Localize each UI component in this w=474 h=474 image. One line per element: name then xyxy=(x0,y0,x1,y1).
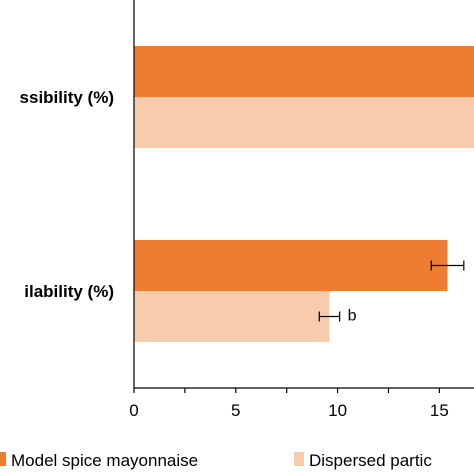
legend-swatch-1 xyxy=(294,452,304,466)
category-labels: ssibility (%) ilability (%) xyxy=(20,88,114,301)
bar-0-0 xyxy=(134,46,474,97)
x-tick-label-2: 10 xyxy=(328,401,347,420)
x-axis: 0 5 10 15 xyxy=(129,0,474,420)
category-label-1: ilability (%) xyxy=(24,282,114,301)
legend-label-0: Model spice mayonnaise xyxy=(11,451,198,470)
x-tick-label-1: 5 xyxy=(231,401,240,420)
error-bar-1-1 xyxy=(318,311,341,322)
data-label-1-1: b xyxy=(348,308,357,325)
category-label-0: ssibility (%) xyxy=(20,88,114,107)
legend-label-1: Dispersed partic xyxy=(309,451,432,470)
error-bar-1-0 xyxy=(430,260,465,271)
legend: Model spice mayonnaise Dispersed partic xyxy=(0,451,432,470)
legend-swatch-0 xyxy=(0,452,6,466)
x-tick-label-0: 0 xyxy=(129,401,138,420)
bar-1-1 xyxy=(134,291,330,342)
bars-layer: b xyxy=(134,46,474,342)
x-tick-label-3: 15 xyxy=(430,401,449,420)
bar-0-1 xyxy=(134,97,474,148)
bar-1-0 xyxy=(134,240,448,291)
